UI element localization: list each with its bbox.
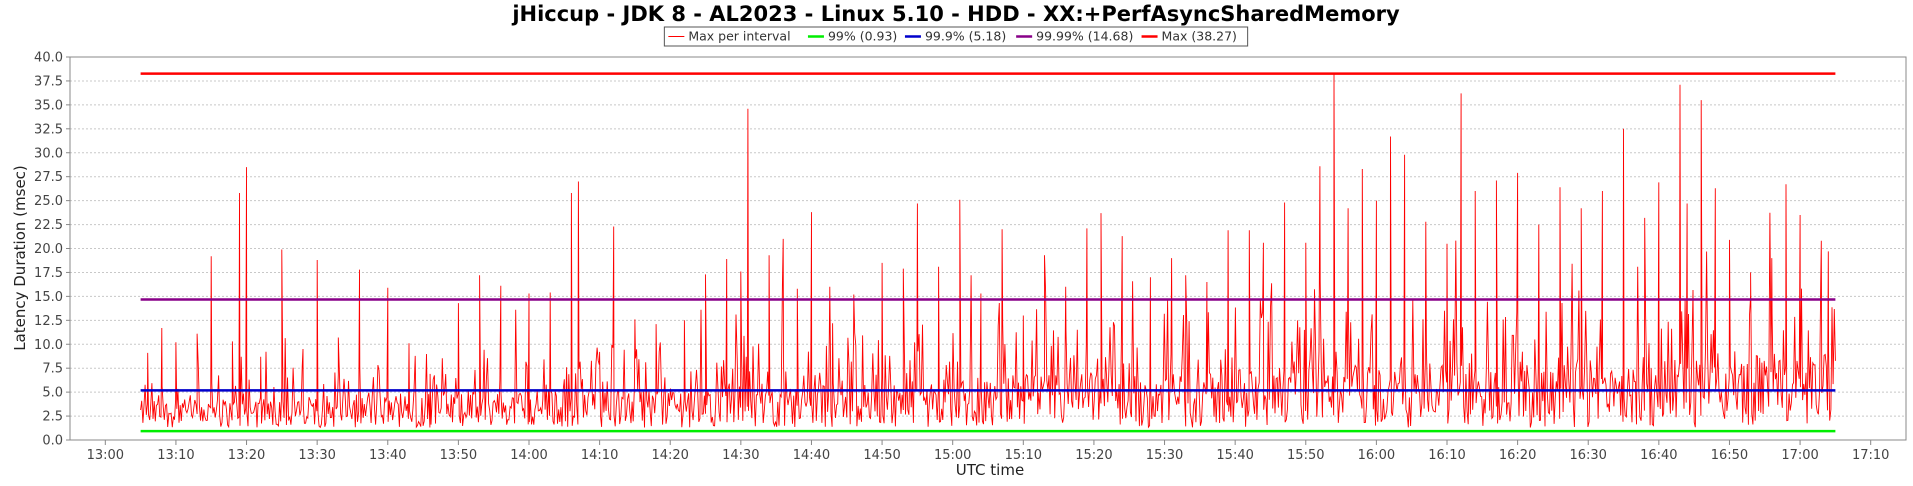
y-tick-label: 27.5	[34, 170, 63, 185]
x-tick-label: 14:00	[510, 448, 547, 463]
legend-item-label: 99.9% (5.18)	[925, 29, 1006, 44]
y-tick-label: 20.0	[34, 242, 63, 257]
x-tick-label: 15:50	[1287, 448, 1324, 463]
x-tick-label: 15:20	[1075, 448, 1112, 463]
x-tick-label: 13:00	[87, 448, 124, 463]
y-tick-label: 17.5	[34, 266, 63, 281]
y-tick-label: 0.0	[42, 434, 63, 449]
y-tick-label: 15.0	[34, 290, 63, 305]
x-tick-label: 16:30	[1569, 448, 1606, 463]
x-tick-label: 15:40	[1216, 448, 1253, 463]
x-tick-label: 14:20	[651, 448, 688, 463]
x-tick-label: 15:30	[1146, 448, 1183, 463]
legend: Max per interval 99% (0.93) 99.9% (5.18) 99…	[663, 26, 1249, 47]
legend-item-label: Max per interval	[688, 29, 790, 44]
plot-area-frame	[69, 56, 1907, 441]
x-tick-label: 14:40	[793, 448, 830, 463]
x-tick-label: 13:20	[228, 448, 265, 463]
x-tick-label: 17:10	[1852, 448, 1889, 463]
x-tick-label: 17:00	[1781, 448, 1818, 463]
x-tick-label: 15:10	[1005, 448, 1042, 463]
legend-item-label: Max (38.27)	[1162, 29, 1237, 44]
y-tick-label: 22.5	[34, 218, 63, 233]
x-tick-label: 14:30	[722, 448, 759, 463]
series-line-max-per-interval	[140, 73, 1836, 429]
x-axis-title: UTC time	[956, 461, 1024, 479]
y-tick-label: 32.5	[34, 122, 63, 137]
x-tick-label: 16:20	[1499, 448, 1536, 463]
x-tick-label: 16:00	[1358, 448, 1395, 463]
legend-item-label: 99% (0.93)	[828, 29, 897, 44]
legend-item-label: 99.99% (14.68)	[1036, 29, 1133, 44]
y-tick-label: 12.5	[34, 314, 63, 329]
y-tick-label: 30.0	[34, 146, 63, 161]
x-tick-label: 16:10	[1428, 448, 1465, 463]
legend-box	[663, 26, 1249, 47]
x-tick-label: 14:10	[581, 448, 618, 463]
chart-title: jHiccup - JDK 8 - AL2023 - Linux 5.10 - …	[511, 2, 1400, 26]
x-axis-ticks: 13:00 13:10 13:20 13:30 13:40 13:50 14:00 14:10…	[87, 440, 1889, 463]
y-tick-label: 37.5	[34, 74, 63, 89]
y-axis-ticks: 0.0 2.5 5.0 7.5 10.0 12.5 15.0 17.5 20.0 22.5 25.0…	[34, 51, 70, 449]
x-tick-label: 13:40	[369, 448, 406, 463]
series-layer	[140, 72, 1836, 433]
x-tick-label: 13:30	[298, 448, 335, 463]
y-axis-title: Latency Duration (msec)	[11, 165, 29, 351]
x-tick-label: 13:50	[440, 448, 477, 463]
y-tick-label: 7.5	[42, 362, 63, 377]
y-tick-label: 25.0	[34, 194, 63, 209]
y-tick-label: 10.0	[34, 338, 63, 353]
x-tick-label: 13:10	[157, 448, 194, 463]
y-tick-label: 5.0	[42, 386, 63, 401]
y-tick-label: 35.0	[34, 98, 63, 113]
y-tick-label: 40.0	[34, 51, 63, 66]
x-tick-label: 15:00	[934, 448, 971, 463]
x-tick-label: 16:50	[1711, 448, 1748, 463]
y-tick-label: 2.5	[42, 410, 63, 425]
x-tick-label: 16:40	[1640, 448, 1677, 463]
x-tick-label: 14:50	[863, 448, 900, 463]
